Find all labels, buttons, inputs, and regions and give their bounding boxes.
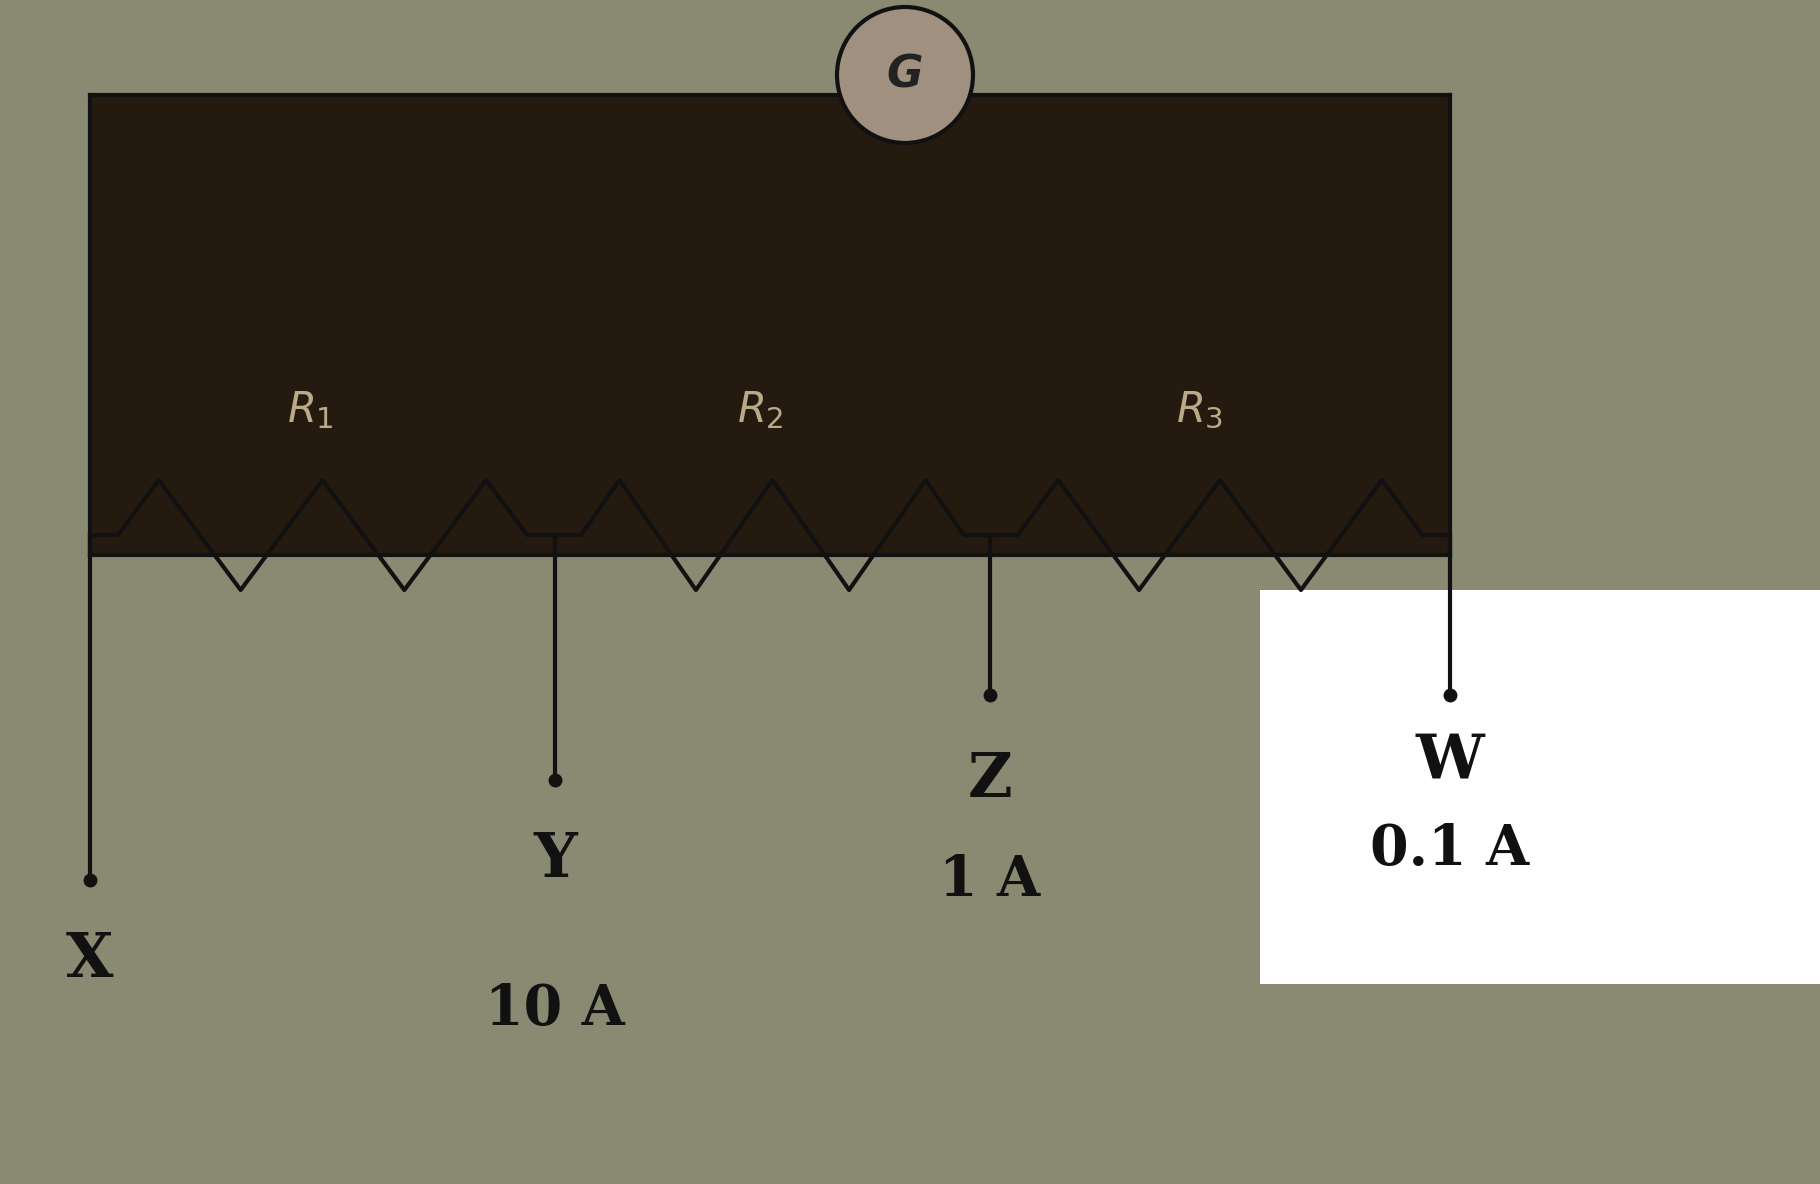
Text: 1 A: 1 A [939,852,1041,907]
Text: Z: Z [968,749,1012,810]
FancyBboxPatch shape [355,590,1820,1085]
Text: $R_1$: $R_1$ [286,390,333,431]
Text: 0.1 A: 0.1 A [1370,823,1529,877]
Text: G: G [886,53,923,97]
Text: $R_3$: $R_3$ [1176,390,1223,431]
Text: X: X [66,929,113,990]
FancyBboxPatch shape [89,95,1451,555]
FancyBboxPatch shape [1259,590,1820,984]
Text: $R_2$: $R_2$ [737,390,783,431]
Text: Y: Y [533,830,577,890]
FancyBboxPatch shape [0,590,1820,1184]
Text: W: W [1416,731,1485,790]
FancyBboxPatch shape [821,590,1820,984]
Text: 10 A: 10 A [486,983,624,1037]
Ellipse shape [837,7,974,143]
